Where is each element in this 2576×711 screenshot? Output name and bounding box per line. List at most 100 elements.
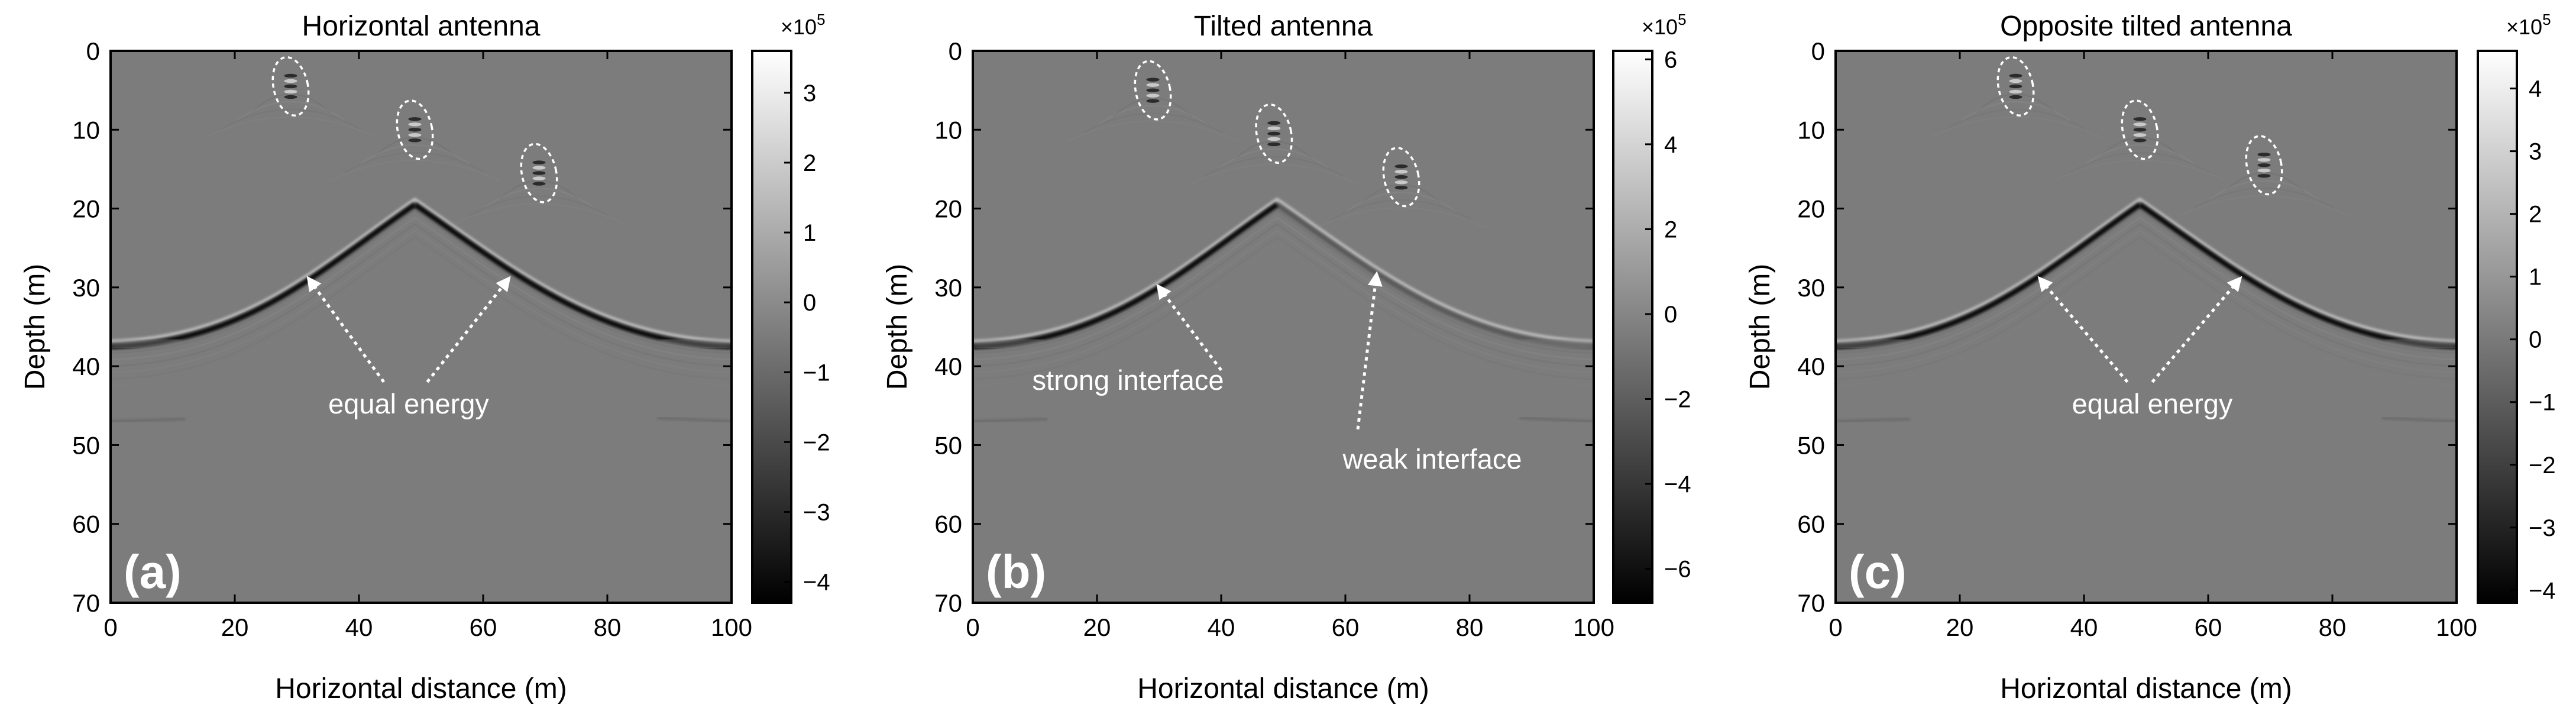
multiplier-exponent: 5 (2542, 11, 2551, 28)
annotation-label: weak interface (1342, 443, 1522, 474)
target-diffraction (453, 203, 625, 225)
target-diffraction (499, 180, 579, 200)
y-tick-label: 40 (72, 353, 100, 380)
target-wavelet (532, 171, 546, 175)
target-diffraction (1234, 140, 1314, 160)
annotation-arrow (426, 276, 511, 383)
panel-c: equal energy(c)0 20 40 60 80 1000102030405060… (1745, 11, 2556, 704)
target-wavelet (2133, 133, 2147, 137)
multiplier-base: ×10 (1642, 15, 1678, 39)
x-tick-label: 40 (2070, 613, 2098, 641)
colorbar-tick-label: −3 (803, 499, 830, 525)
y-tick-label: 20 (1797, 195, 1825, 223)
target-wavelet (2009, 79, 2022, 83)
target-diffraction (2100, 137, 2180, 157)
y-axis-label: Depth (m) (20, 264, 51, 390)
y-tick-label: 70 (72, 589, 100, 617)
y-tick-label: 0 (949, 37, 962, 65)
x-tick-label: 60 (2195, 613, 2222, 641)
panel-label: (a) (124, 545, 182, 598)
y-tick-label: 30 (934, 274, 962, 302)
target-circle (1382, 147, 1420, 208)
panel-a: equal energy(a)0 20 40 60 80 1000102030405060… (20, 11, 830, 704)
y-axis-label: Depth (m) (1745, 264, 1776, 390)
multiplier-exponent: 5 (1678, 11, 1686, 28)
target-2 (329, 99, 501, 182)
colorbar-tick-label: 6 (1664, 47, 1677, 73)
y-tick-label: 60 (934, 510, 962, 538)
target-circle (1134, 60, 1172, 121)
colorbar-tick-label: −1 (2529, 390, 2556, 416)
target-diffraction (1219, 148, 1329, 169)
tail-fade-right (2385, 336, 2457, 351)
reflection-ringing (973, 216, 1594, 361)
target-diffraction (2193, 188, 2335, 209)
reflection-ringing (111, 230, 732, 374)
target-wavelet (284, 84, 297, 89)
chart-title: Horizontal antenna (302, 11, 541, 42)
target-wavelet (2257, 174, 2271, 178)
y-axis-label: Depth (m) (882, 264, 913, 390)
target-diffraction (2224, 172, 2304, 192)
annotation-arrow (1356, 271, 1383, 430)
target-diffraction (2054, 160, 2226, 182)
x-tick-label: 60 (1332, 613, 1360, 641)
target-diffraction (2069, 152, 2211, 173)
colorbar-multiplier: ×105 (1642, 11, 1687, 39)
plot-frame (972, 50, 1595, 604)
target-diffraction (2085, 144, 2195, 165)
target-diffraction (235, 101, 346, 122)
target-wavelet (2009, 89, 2022, 94)
colorbar-tick-label: 1 (803, 220, 816, 246)
target-diffraction (1067, 120, 1239, 142)
colorbar-tick-label: −6 (1664, 557, 1691, 583)
colorbar (1612, 50, 1653, 604)
tail-fade-left (973, 336, 1044, 351)
target-wavelet (2133, 122, 2147, 127)
y-tick-label: 10 (1797, 116, 1825, 144)
x-tick-label: 80 (594, 613, 622, 641)
target-wavelet (1267, 121, 1281, 125)
colorbar-tick-label: 0 (803, 290, 816, 316)
annotation-arrow (306, 276, 386, 383)
plot-frame (1834, 50, 2458, 604)
interface-highlight (973, 197, 1594, 343)
target-wavelet (408, 117, 422, 121)
x-tick-label: 0 (966, 613, 979, 641)
reflection-ringing (111, 236, 732, 380)
target-wavelet (284, 89, 297, 94)
y-tick-label: 60 (1797, 510, 1825, 538)
x-tick-label: 40 (1208, 613, 1235, 641)
reflection-ringing (1836, 210, 2457, 354)
colorbar-tick-label: −4 (2529, 578, 2556, 604)
colorbar-tick-label: −3 (2529, 515, 2556, 541)
y-tick-label: 50 (72, 431, 100, 459)
target-2 (2054, 99, 2226, 182)
x-tick-label: 80 (1456, 613, 1484, 641)
y-tick-label: 10 (72, 116, 100, 144)
radargram-content: equal energy (1836, 56, 2457, 423)
colorbar-multiplier: ×105 (781, 11, 826, 39)
target-circle (1255, 103, 1293, 164)
target-diffraction (375, 137, 455, 157)
interface-highlight (1836, 197, 2457, 343)
colorbar-tick-label: 0 (1664, 302, 1677, 328)
colorbar-tick-label: −2 (2529, 453, 2556, 479)
target-2 (1188, 103, 1360, 186)
annotation-arrow (1156, 283, 1222, 371)
target-circle (396, 99, 434, 160)
reflection-ringing (1836, 216, 2457, 361)
colorbar-tick-label: −4 (803, 570, 830, 596)
colorbar-tick-label: 0 (2529, 327, 2542, 353)
target-wavelet (1267, 131, 1281, 136)
target-1 (1930, 56, 2102, 138)
target-wavelet (532, 176, 546, 180)
reflection-ringing (973, 243, 1594, 387)
background-band (973, 416, 1594, 423)
target-wavelet (284, 95, 297, 99)
target-1 (1067, 60, 1239, 142)
x-tick-label: 0 (103, 613, 117, 641)
reflection-ringing (973, 223, 1594, 367)
target-wavelet (408, 138, 422, 143)
